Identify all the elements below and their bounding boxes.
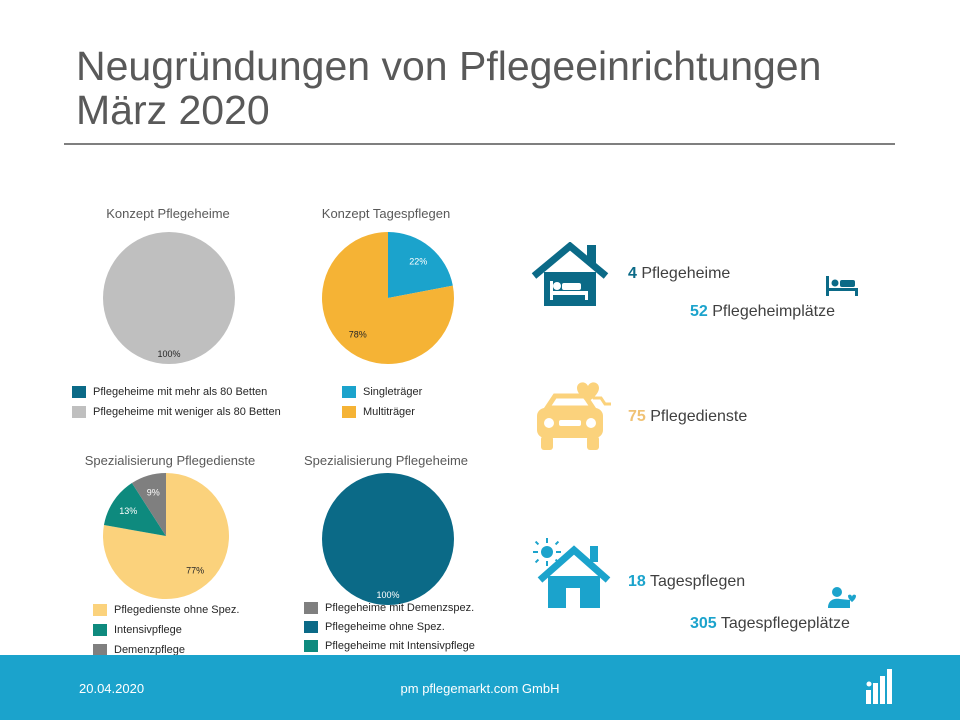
pie-chart-spezialisierung-pflegeheime: 100% bbox=[322, 473, 454, 605]
legend-swatch bbox=[93, 624, 107, 636]
footer-date: 20.04.2020 bbox=[79, 681, 145, 696]
legend-item: Pflegeheime mit mehr als 80 Betten bbox=[72, 382, 281, 402]
pie-chart-spezialisierung-pflegedienste: 77% 13% 9% bbox=[103, 473, 229, 599]
pie-slice bbox=[103, 473, 229, 599]
legend-label: Pflegeheime mit Demenzspez. bbox=[325, 601, 475, 614]
legend-item: Pflegeheime mit Demenzspez. bbox=[304, 598, 475, 617]
pie-slice bbox=[103, 232, 235, 364]
title-divider bbox=[64, 143, 895, 145]
legend-label: Singleträger bbox=[363, 386, 423, 398]
legend-swatch bbox=[93, 644, 107, 656]
legend-label: Pflegeheime ohne Spez. bbox=[325, 620, 445, 633]
legend-konzept-tagespflegen: Singleträger Multiträger bbox=[342, 382, 422, 422]
pie-slice bbox=[388, 232, 453, 298]
legend-item: Pflegeheime mit Intensivpflege bbox=[304, 636, 475, 655]
stat-value: 305 bbox=[690, 615, 717, 632]
pie-data-label: 78% bbox=[349, 330, 367, 340]
legend-item: Intensivpflege bbox=[93, 620, 239, 640]
chart-title-spezialisierung-pflegedienste: Spezialisierung Pflegedienste bbox=[84, 453, 256, 468]
stat-tagespflegeplaetze: 305 Tagespflegeplätze bbox=[690, 615, 850, 633]
pie-data-label: 13% bbox=[119, 506, 137, 516]
legend-item: Demenzpflege bbox=[93, 640, 239, 660]
chart-title-spezialisierung-pflegeheime: Spezialisierung Pflegeheime bbox=[303, 453, 469, 468]
pie-chart-konzept-tagespflegen: 22% 78% bbox=[322, 232, 454, 364]
stat-value: 75 bbox=[628, 408, 646, 425]
slide-title-line1: Neugründungen von Pflegeeinrichtungen bbox=[76, 43, 822, 89]
legend-label: Pflegeheime mit weniger als 80 Betten bbox=[93, 406, 281, 418]
care-car-icon bbox=[537, 382, 611, 450]
legend-swatch bbox=[72, 406, 86, 418]
legend-spezialisierung-pflegedienste: Pflegedienste ohne Spez. Intensivpflege … bbox=[93, 600, 239, 660]
pie-data-label: 22% bbox=[409, 256, 427, 266]
stat-label: Pflegeheime bbox=[641, 265, 731, 282]
legend-label: Pflegeheime mit Intensivpflege bbox=[325, 639, 475, 652]
stat-label: Tagespflegen bbox=[649, 573, 746, 590]
legend-swatch bbox=[93, 604, 107, 616]
chart-title-konzept-pflegeheime: Konzept Pflegeheime bbox=[106, 206, 230, 221]
legend-label: Pflegedienste ohne Spez. bbox=[114, 604, 240, 616]
legend-swatch bbox=[304, 620, 318, 633]
stat-label: Pflegeheimplätze bbox=[712, 303, 835, 320]
legend-swatch bbox=[342, 386, 356, 398]
legend-item: Pflegeheime mit weniger als 80 Betten bbox=[72, 402, 281, 422]
pie-slice bbox=[322, 473, 454, 605]
footer-bar: 20.04.2020 pm pflegemarkt.com GmbH bbox=[0, 655, 960, 720]
bed-icon bbox=[826, 276, 858, 296]
pie-slice bbox=[131, 473, 166, 536]
legend-swatch bbox=[304, 639, 318, 652]
pie-data-label: 100% bbox=[157, 349, 180, 359]
pie-data-label: 9% bbox=[147, 487, 160, 497]
stat-value: 18 bbox=[628, 573, 646, 590]
stat-pflegedienste: 75 Pflegedienste bbox=[628, 408, 747, 426]
legend-label: Intensivpflege bbox=[114, 624, 182, 636]
stat-label: Tagespflegeplätze bbox=[720, 615, 850, 632]
pie-data-label: 100% bbox=[376, 590, 399, 600]
stat-label: Pflegedienste bbox=[650, 408, 748, 425]
pie-chart-konzept-pflegeheime: 100% bbox=[103, 232, 235, 364]
legend-item: Pflegedienste ohne Spez. bbox=[93, 600, 239, 620]
pflegemarkt-logo-icon bbox=[866, 669, 892, 704]
legend-item: Pflegeheime ohne Spez. bbox=[304, 617, 475, 636]
legend-swatch bbox=[72, 386, 86, 398]
day-care-house-icon bbox=[533, 538, 611, 608]
stat-pflegeheime: 4 Pflegeheime bbox=[628, 265, 730, 283]
legend-konzept-pflegeheime: Pflegeheime mit mehr als 80 Betten Pfleg… bbox=[72, 382, 281, 422]
legend-label: Pflegeheime mit mehr als 80 Betten bbox=[93, 386, 268, 398]
stat-tagespflegen: 18 Tagespflegen bbox=[628, 573, 745, 591]
pie-slice bbox=[322, 232, 454, 364]
slide-title-line2: März 2020 bbox=[76, 87, 270, 133]
legend-label: Multiträger bbox=[363, 406, 415, 418]
legend-item: Multiträger bbox=[342, 402, 422, 422]
nursing-home-icon bbox=[531, 242, 609, 306]
stat-value: 52 bbox=[690, 303, 708, 320]
stat-value: 4 bbox=[628, 265, 637, 282]
chart-title-konzept-tagespflegen: Konzept Tagespflegen bbox=[321, 206, 451, 221]
stat-pflegeheimplaetze: 52 Pflegeheimplätze bbox=[690, 303, 835, 321]
legend-spezialisierung-pflegeheime: Pflegeheime mit Demenzspez. Pflegeheime … bbox=[304, 598, 475, 655]
footer-company: pm pflegemarkt.com GmbH bbox=[400, 681, 560, 696]
legend-label: Demenzpflege bbox=[114, 644, 185, 656]
slide-title: Neugründungen von Pflegeeinrichtungen Mä… bbox=[76, 44, 821, 132]
pie-data-label: 77% bbox=[186, 566, 204, 576]
reclining-person-icon bbox=[828, 587, 856, 608]
pie-slice bbox=[103, 483, 166, 536]
legend-item: Singleträger bbox=[342, 382, 422, 402]
legend-swatch bbox=[342, 406, 356, 418]
legend-swatch bbox=[304, 601, 318, 614]
